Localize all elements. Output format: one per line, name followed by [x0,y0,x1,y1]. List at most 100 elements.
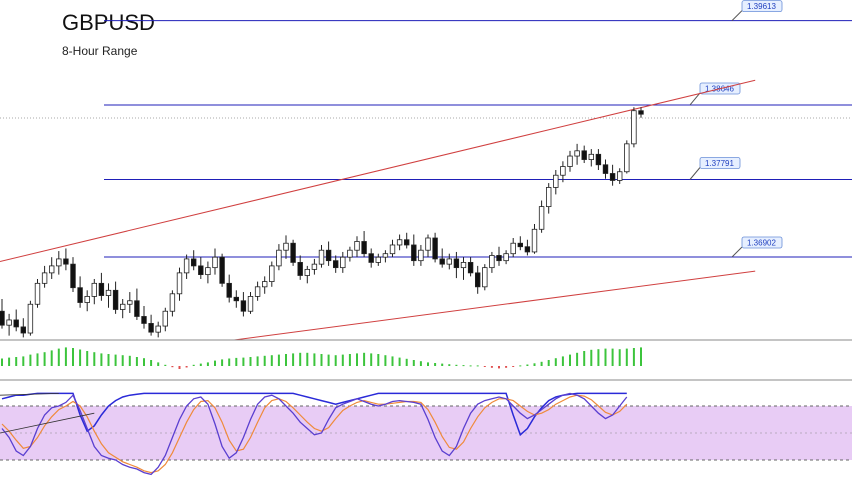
candle-up [269,265,275,282]
histogram-bar [341,354,344,366]
histogram-bar [64,347,67,366]
candle-up [567,155,573,167]
histogram-bar [576,352,579,366]
candle-up [162,310,168,327]
level-tag-label: 1.37791 [705,159,734,168]
candle-up [531,228,538,253]
candle-down [63,258,69,265]
histogram-bar [590,349,593,366]
candle-up [375,256,381,263]
candle-up [340,256,346,269]
histogram-bar [434,363,437,366]
histogram-bar [363,352,366,366]
candle-up [510,242,516,255]
candle-up [56,258,62,267]
level-tag-leader [689,92,701,106]
histogram-bar [540,361,543,366]
candle-down [439,258,445,265]
candle-down [496,255,502,262]
histogram-bar [618,349,621,366]
candle-up [347,249,353,258]
histogram-bar [313,353,316,366]
histogram-bar [640,347,642,366]
histogram-bar [50,350,53,366]
candle-down [233,296,239,302]
candle-down [13,319,19,328]
histogram-bar [419,361,422,366]
histogram-bar [625,348,628,366]
candle-up [560,166,566,176]
candle-down [581,150,587,160]
candle-up [446,258,452,265]
candle-down [20,326,26,334]
histogram-bar [455,364,458,366]
histogram-bar [228,358,231,366]
histogram-bar [547,360,550,366]
histogram-bar [427,362,429,366]
candle-down [297,262,303,276]
channel-upper-line [0,79,756,263]
candle-down [517,242,523,248]
histogram-bar [263,355,266,366]
histogram-bar [327,354,330,366]
candle-up [546,187,552,208]
chart-subtitle: 8-Hour Range [62,44,138,58]
candle-up [169,293,176,312]
histogram-bar [57,348,60,366]
candle-up [318,249,325,265]
histogram-bar [583,351,586,366]
candle-up [105,289,112,296]
candle-up [183,258,190,274]
candle-down [134,300,140,317]
candle-up [396,239,403,246]
candle-up [617,171,623,181]
histogram-bar [86,351,89,366]
candle-up [247,296,254,312]
candle-up [425,237,431,251]
histogram-bar [221,359,224,366]
level-tag-label: 1.39613 [747,2,776,11]
histogram-bar [192,364,195,366]
histogram-bar [462,365,465,367]
histogram-bar [441,363,444,366]
candle-down [524,246,531,253]
histogram-bar [412,360,415,366]
candle-up [261,281,268,288]
level-tag-leader [731,246,743,258]
candle-up [127,300,133,305]
candle-down [403,239,410,246]
histogram-bar [611,348,614,366]
histogram-bar [285,354,287,366]
histogram-bar [469,365,472,367]
histogram-bar [483,366,486,367]
histogram-bar [43,352,46,366]
candle-down [609,173,616,181]
candle-up [27,303,34,334]
candle-up [574,150,580,157]
candle-down [219,256,225,284]
histogram-bar [356,353,358,366]
candle-down [148,323,154,333]
histogram-bar [72,348,74,366]
histogram-bar [128,355,131,366]
histogram-bar [270,355,273,366]
candle-down [411,244,417,262]
candle-down [453,258,460,269]
histogram-bar [157,362,160,366]
histogram-bar [334,355,337,366]
candle-up [538,206,545,230]
histogram-bar [490,366,493,368]
histogram-bar [306,352,309,366]
histogram-bar [79,349,82,366]
candle-down [290,242,296,263]
histogram-bar [405,358,408,366]
candle-down [595,153,602,166]
candle-down [432,237,438,260]
level-tag-label: 1.36902 [747,239,776,248]
candle-up [276,249,282,267]
histogram-bar [256,356,259,366]
candle-up [354,241,360,251]
candle-up [84,296,90,303]
candle-up [49,265,55,274]
histogram-bar [171,366,174,368]
